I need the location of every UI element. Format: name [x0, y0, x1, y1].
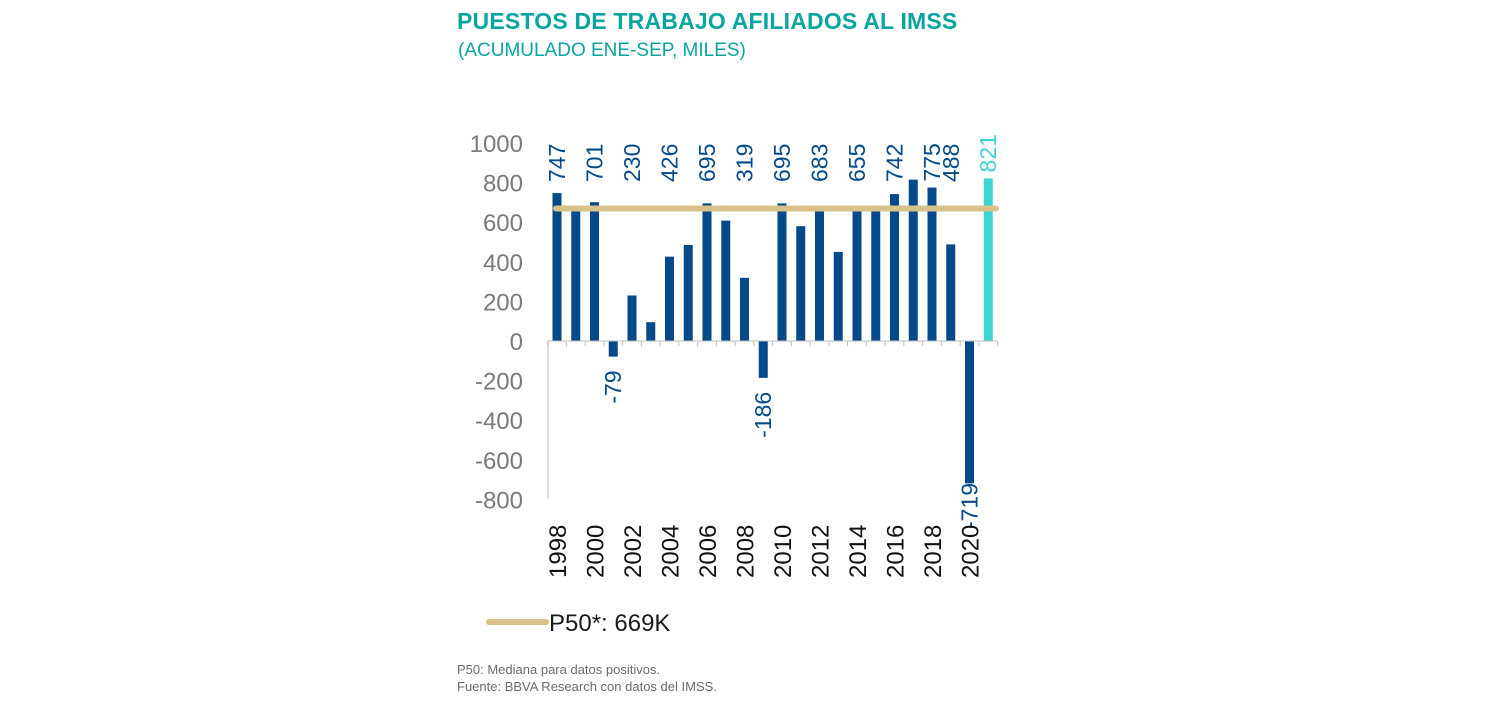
data-label-2000: 701: [582, 144, 608, 182]
y-tick-label: 200: [483, 289, 523, 316]
footnotes: P50: Mediana para datos positivos. Fuent…: [457, 661, 717, 695]
y-axis-ticks: 1000 800 600 400 200 0 -200 -400 -600 -800: [470, 131, 549, 514]
bar-1999: [571, 210, 581, 341]
data-label-2020: -719: [957, 483, 983, 529]
bar-2006: [702, 203, 712, 341]
data-label-2001: -79: [600, 370, 626, 403]
chart-subtitle: (ACUMULADO ENE-SEP, MILES): [458, 40, 746, 61]
x-tick-label-2002: 2002: [620, 525, 647, 578]
data-label-2004: 426: [657, 144, 683, 182]
legend-median-label: P50*: 669K: [549, 610, 670, 637]
y-tick-label: 0: [510, 329, 523, 356]
x-tick-label-2014: 2014: [845, 525, 872, 578]
data-label-2021: 821: [975, 134, 1001, 172]
y-tick-label: -400: [475, 408, 523, 435]
x-tick-label-2010: 2010: [770, 525, 797, 578]
bar-2005: [683, 244, 693, 341]
bar-2002: [627, 295, 637, 341]
y-tick-label: 1000: [470, 131, 523, 158]
bar-2017: [908, 179, 918, 341]
data-label-2018: 775: [919, 143, 945, 181]
bar-2015: [871, 210, 881, 341]
bar-2016: [890, 194, 899, 341]
bars-group: [552, 178, 993, 484]
y-tick-label: 800: [483, 171, 523, 198]
x-tick-label-2012: 2012: [808, 525, 835, 578]
data-label-2006: 695: [694, 144, 720, 182]
x-tick-label-2004: 2004: [658, 525, 685, 578]
data-label-2008: 319: [732, 144, 758, 182]
bar-2009: [758, 341, 768, 378]
x-axis-labels: 1998 2000 2002 2004 2006 2008 2010 2012 2014 2016…: [545, 525, 985, 578]
y-tick-label: -800: [475, 487, 523, 514]
chart-title: PUESTOS DE TRABAJO AFILIADOS AL IMSS: [457, 8, 958, 34]
footnote-median: P50: Mediana para datos positivos.: [457, 662, 661, 677]
legend: P50*: 669K: [486, 610, 670, 637]
y-tick-label: -200: [475, 369, 523, 396]
bar-2003: [646, 322, 656, 341]
x-tick-label-2000: 2000: [583, 525, 610, 578]
bar-1998: [552, 193, 562, 341]
x-tick-label-2016: 2016: [883, 525, 910, 578]
bar-2013: [833, 251, 843, 341]
bar-2011: [796, 226, 806, 341]
data-label-2014: 655: [844, 144, 870, 182]
data-label-2019: 488: [938, 144, 964, 182]
bar-2004: [665, 256, 674, 341]
bar-2019: [946, 244, 956, 341]
x-tick-label-2006: 2006: [695, 525, 722, 578]
y-tick-label: 400: [483, 250, 523, 277]
x-tick-label-2018: 2018: [920, 525, 947, 578]
data-label-2016: 742: [882, 144, 908, 182]
bar-2012: [815, 205, 824, 341]
footnote-source: Fuente: BBVA Research con datos del IMSS…: [457, 679, 717, 694]
y-tick-label: -600: [475, 448, 523, 475]
data-label-2010: 695: [769, 144, 795, 182]
x-tick-label-2008: 2008: [733, 525, 760, 578]
x-tick-label-2020: 2020: [958, 525, 985, 578]
data-label-2002: 230: [619, 144, 645, 182]
bar-2018: [927, 187, 937, 341]
data-labels-group: 747 701 -79 230 426 695 319 -186 695 683 655 742 775…: [544, 134, 1001, 529]
bar-2001: [608, 341, 618, 357]
bar-2008: [740, 277, 749, 341]
bar-2010: [777, 203, 787, 341]
data-label-1998: 747: [544, 144, 570, 182]
x-axis-ticks: [547, 341, 999, 346]
y-tick-label: 600: [483, 210, 523, 237]
data-label-2012: 683: [807, 144, 833, 182]
bar-2000: [590, 202, 599, 341]
data-label-2009: -186: [750, 392, 776, 438]
bar-2014: [852, 211, 862, 341]
bar-2020: [965, 341, 974, 484]
x-tick-label-1998: 1998: [545, 525, 572, 578]
bar-2007: [721, 220, 731, 341]
bar-2021: [983, 178, 993, 341]
